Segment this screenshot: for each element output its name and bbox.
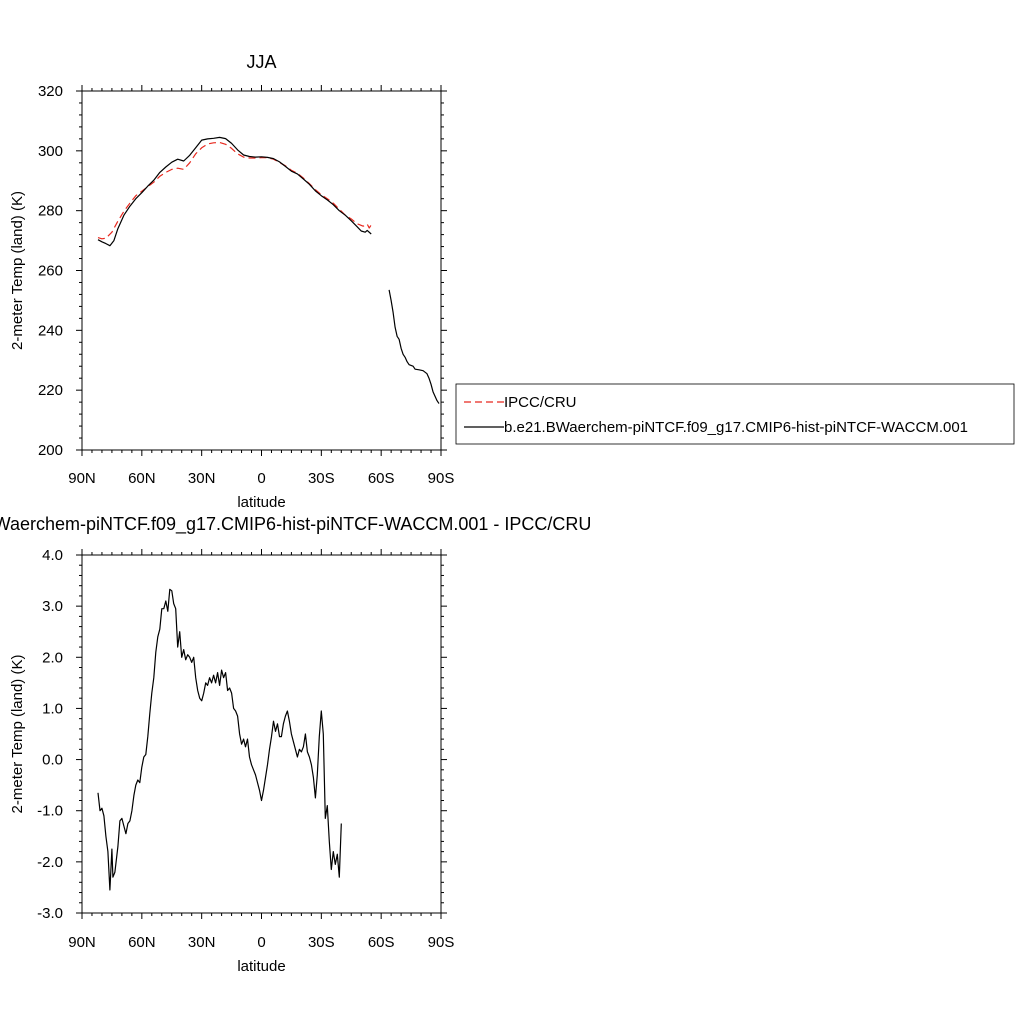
x-tick-label: 90N [68,470,96,487]
plot-frame [81,90,442,451]
y-tick-label: 260 [38,263,63,280]
y-tick-label: 220 [38,382,63,399]
x-tick-label: 90S [428,934,455,951]
chart-panel-top: 90N 60N 30N 0 30S 60S 90S 200 220 240 260 280 300 320… [9,52,1015,511]
x-tick-label: 60N [128,470,156,487]
y-tick-label: 2.0 [42,649,63,666]
y-tick-label: 240 [38,322,63,339]
x-tick-label: 0 [257,470,265,487]
x-tick-label: 60N [128,934,156,951]
x-tick-label: 30N [188,934,216,951]
legend-label-1: b.e21.BWaerchem-piNTCF.f09_g17.CMIP6-his… [504,419,968,436]
chart-title: b.e21.BWaerchem-piNTCF.f09_g17.CMIP6-his… [0,514,591,535]
y-tick-label: -1.0 [37,803,63,820]
x-tick-label: 60S [368,934,395,951]
y-tick-label: -3.0 [37,905,63,922]
y-tick-label: 1.0 [42,700,63,717]
legend-label-0: IPCC/CRU [504,394,577,411]
y-tick-label: 4.0 [42,547,63,564]
y-axis-label: 2-meter Temp (land) (K) [9,191,26,350]
y-tick-label: 200 [38,442,63,459]
chart-title: JJA [246,52,276,72]
y-tick-label: 300 [38,143,63,160]
chart-panel-bottom: 90N 60N 30N 0 30S 60S 90S -3.0 -2.0 -1.0 0.0 1.0 2.0… [0,514,591,975]
legend: IPCC/CRU b.e21.BWaerchem-piNTCF.f09_g17.C… [455,383,1015,445]
y-tick-label: 3.0 [42,598,63,615]
x-axis-label: latitude [237,958,285,975]
y-tick-label: -2.0 [37,854,63,871]
x-tick-label: 90S [428,470,455,487]
x-tick-label: 0 [257,934,265,951]
x-tick-label: 60S [368,470,395,487]
plot-frame [81,554,442,914]
x-tick-label: 30S [308,470,335,487]
y-tick-label: 280 [38,203,63,220]
x-axis-label: latitude [237,494,285,511]
y-tick-label: 320 [38,83,63,100]
y-tick-label: 0.0 [42,752,63,769]
x-tick-label: 30N [188,470,216,487]
series-line-0-segment-0 [97,588,342,891]
series-line-1-segment-0 [97,136,372,247]
x-tick-label: 30S [308,934,335,951]
legend-box [455,383,1015,445]
series-line-1-segment-1 [388,289,440,404]
y-axis-label: 2-meter Temp (land) (K) [9,655,26,814]
x-tick-label: 90N [68,934,96,951]
series-line-0-segment-0 [97,141,372,240]
